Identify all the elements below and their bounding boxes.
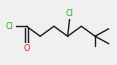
Text: Cl: Cl bbox=[6, 22, 14, 31]
Text: O: O bbox=[23, 44, 30, 53]
Text: Cl: Cl bbox=[66, 9, 74, 18]
